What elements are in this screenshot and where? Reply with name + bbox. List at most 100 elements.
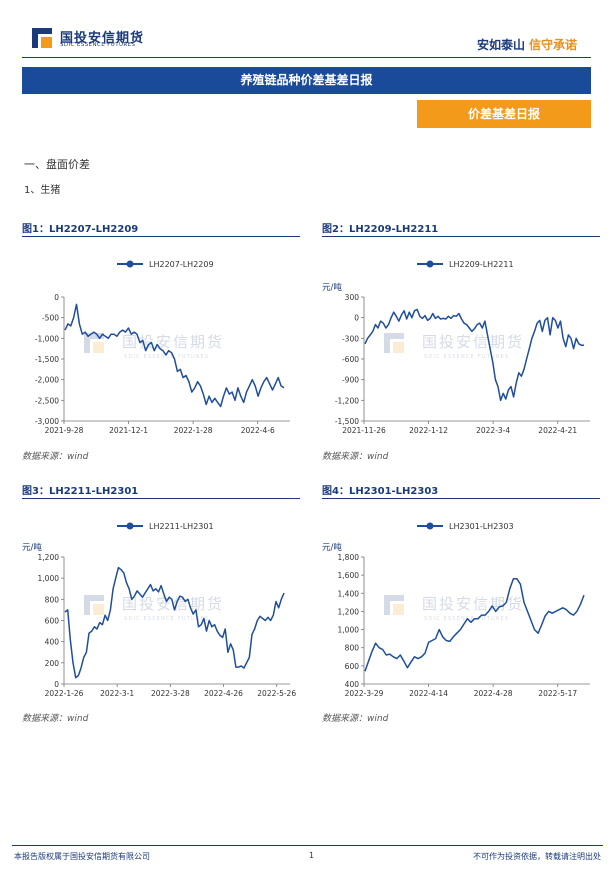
- chart-3: 图3：LH2211-LH2301 LH2211-LH2301 元/吨国投安信期货 S…: [22, 482, 300, 727]
- legend-label: LH2207-LH2209: [149, 260, 214, 269]
- watermark-mark-icon: [93, 342, 104, 353]
- slogan-part-a: 安如泰山: [476, 38, 525, 52]
- x-tick-label: 2022-3-29: [345, 689, 384, 698]
- y-tick-label: -500: [42, 314, 59, 323]
- header-divider: [22, 57, 591, 58]
- y-tick-label: 0: [54, 293, 59, 302]
- watermark-text-cn: 国投安信期货: [422, 333, 524, 351]
- y-tick-label: 1,800: [338, 553, 360, 562]
- x-tick-label: 2021-12-1: [109, 426, 148, 435]
- y-tick-label: 1,200: [338, 607, 360, 616]
- logo-mark-icon: [32, 28, 52, 48]
- watermark-text-en: SDIC ESSENCE FUTURES: [424, 354, 509, 360]
- x-tick-label: 2022-1-26: [45, 689, 84, 698]
- y-tick-label: 1,000: [338, 626, 360, 635]
- watermark-mark-icon: [384, 595, 404, 615]
- y-tick-label: -2,000: [35, 376, 59, 385]
- legend-label: LH2209-LH2211: [449, 260, 514, 269]
- x-tick-label: 2022-4-6: [241, 426, 275, 435]
- y-tick-label: 400: [345, 680, 360, 689]
- x-tick-label: 2022-3-28: [151, 689, 190, 698]
- y-tick-label: 1,600: [338, 571, 360, 580]
- y-tick-label: -3,000: [35, 417, 59, 426]
- page-number: 1: [309, 851, 315, 860]
- y-tick-label: 0: [54, 680, 59, 689]
- legend-marker: [426, 522, 434, 530]
- watermark: 国投安信期货 SDIC ESSENCE FUTURES: [384, 333, 524, 360]
- x-tick-label: 2022-5-17: [538, 689, 577, 698]
- watermark-text-cn: 国投安信期货: [422, 595, 524, 613]
- legend-marker: [426, 260, 434, 268]
- x-tick-label: 2022-4-26: [204, 689, 243, 698]
- y-tick-label: -1,000: [35, 334, 59, 343]
- y-tick-label: 600: [345, 662, 360, 671]
- chart-title: 图3：LH2211-LH2301: [22, 486, 139, 497]
- x-tick-label: 2022-1-12: [409, 426, 448, 435]
- y-tick-label: -1,500: [35, 355, 59, 364]
- legend-marker: [126, 522, 134, 530]
- y-tick-label: 1,200: [38, 553, 60, 562]
- x-tick-label: 2022-3-1: [100, 689, 134, 698]
- x-tick-label: 2022-4-28: [474, 689, 513, 698]
- y-axis-unit: 元/吨: [322, 542, 342, 553]
- chart-title-divider: [22, 236, 300, 237]
- y-tick-label: -900: [342, 376, 359, 385]
- data-source: 数据来源：wind: [322, 714, 389, 724]
- chart-2: 图2：LH2209-LH2211 LH2209-LH2211 元/吨 国投安信期货 S…: [322, 220, 600, 465]
- chart-title: 图4：LH2301-LH2303: [322, 486, 439, 497]
- chart-title-divider: [22, 498, 300, 499]
- watermark-mark-icon: [384, 333, 404, 353]
- company-logo: 国投安信期货 SDIC ESSENCE FUTURES: [30, 26, 170, 52]
- watermark-mark-icon: [84, 595, 104, 615]
- data-source: 数据来源：wind: [22, 714, 89, 724]
- copyright-notice: 本报告版权属于国投安信期货有限公司: [14, 852, 150, 861]
- chart-title-divider: [322, 498, 600, 499]
- y-tick-label: 800: [45, 595, 60, 604]
- y-tick-label: -600: [342, 355, 359, 364]
- chart-title: 图1：LH2207-LH2209: [22, 224, 139, 235]
- slogan: 安如泰山 信守承诺: [477, 36, 577, 53]
- x-tick-label: 2022-4-14: [409, 689, 448, 698]
- report-title-banner: 养殖链品种价差基差日报: [22, 67, 591, 94]
- legend-label: LH2301-LH2303: [449, 522, 514, 531]
- y-axis-unit: 元/吨: [22, 542, 42, 553]
- y-tick-label: 1,000: [38, 574, 60, 583]
- x-tick-label: 2022-5-26: [257, 689, 296, 698]
- y-tick-label: 200: [45, 659, 60, 668]
- watermark-mark-icon: [393, 342, 404, 353]
- data-source: 数据来源：wind: [322, 452, 389, 462]
- x-tick-label: 2022-4-21: [538, 426, 577, 435]
- legend-marker: [126, 260, 134, 268]
- x-tick-label: 2022-3-4: [476, 426, 510, 435]
- footer-divider: [12, 845, 603, 846]
- y-tick-label: -2,500: [35, 396, 59, 405]
- section-heading: 一、盘面价差: [24, 158, 90, 171]
- x-tick-label: 2021-9-28: [45, 426, 84, 435]
- chart-title-divider: [322, 236, 600, 237]
- y-tick-label: 300: [345, 293, 360, 302]
- series-line: [364, 578, 585, 672]
- y-tick-label: 1,400: [338, 589, 360, 598]
- y-tick-label: -300: [342, 334, 359, 343]
- series-line: [64, 566, 285, 679]
- series-line: [364, 308, 584, 402]
- y-tick-label: 600: [45, 617, 60, 626]
- chart-1: 图1：LH2207-LH2209 LH2207-LH2209 国投安信期货 SDIC…: [22, 220, 300, 465]
- watermark-text-en: SDIC ESSENCE FUTURES: [124, 354, 209, 360]
- y-tick-label: 400: [45, 638, 60, 647]
- y-tick-label: -1,500: [335, 417, 359, 426]
- company-name-en: SDIC ESSENCE FUTURES: [60, 42, 136, 48]
- y-axis-unit: 元/吨: [322, 282, 342, 293]
- report-type-tag: 价差基差日报: [417, 100, 591, 128]
- subsection-heading: 1、生猪: [24, 185, 61, 196]
- data-source: 数据来源：wind: [22, 452, 89, 462]
- legend-label: LH2211-LH2301: [149, 522, 214, 531]
- watermark-mark-icon: [93, 604, 104, 615]
- y-tick-label: 800: [345, 644, 360, 653]
- y-tick-label: -1,200: [335, 396, 359, 405]
